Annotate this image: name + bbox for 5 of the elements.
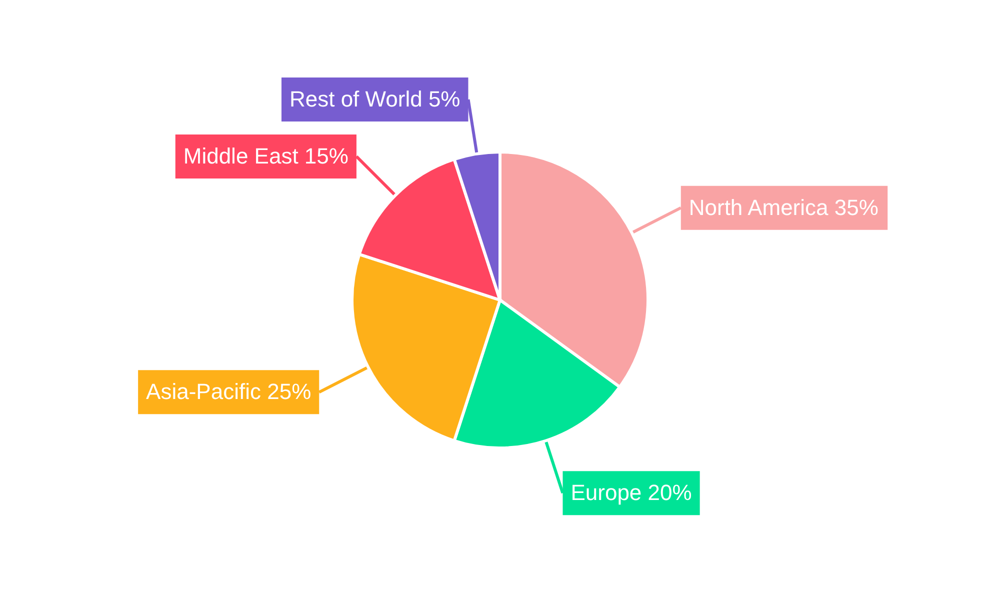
slice-label: Rest of World 5%	[289, 86, 460, 112]
slice-label: Asia-Pacific 25%	[146, 379, 312, 404]
slice-label: Europe 20%	[570, 480, 692, 506]
slice-label: Middle East 15%	[183, 143, 348, 168]
slice-label: North America 35%	[688, 194, 878, 220]
